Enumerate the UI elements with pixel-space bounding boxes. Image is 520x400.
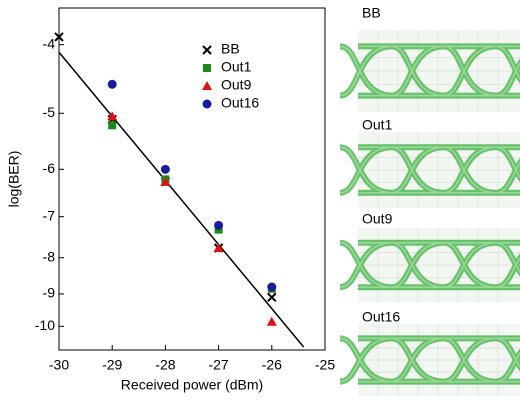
marker-square [203,64,211,72]
legend-label: Out16 [221,95,259,111]
x-tick-label: -28 [155,357,175,373]
y-tick-label: -5 [43,104,56,120]
x-tick-label: -26 [262,357,282,373]
legend-label: BB [221,41,240,57]
marker-square [108,121,116,129]
eye-label: Out1 [362,117,393,133]
marker-triangle [202,81,212,90]
marker-x [268,293,276,301]
marker-circle [108,80,117,89]
eye-label: BB [362,5,381,21]
eye-label: Out16 [362,309,400,325]
eye-diagram [340,228,520,302]
marker-circle [267,283,276,292]
marker-circle [161,165,170,174]
x-tick-label: -30 [49,357,69,373]
eye-diagram [340,324,520,396]
eye-label: Out9 [362,211,393,227]
x-tick-label: -29 [102,357,122,373]
y-tick-label: -6 [43,160,56,176]
legend-label: Out9 [221,77,252,93]
eye-diagram [340,30,520,112]
y-axis-label: log(BER) [6,151,22,208]
y-tick-label: -4 [43,35,56,51]
legend-label: Out1 [221,59,252,75]
eye-diagram [340,132,520,208]
x-tick-label: -25 [315,357,335,373]
y-tick-label: -9 [43,285,56,301]
y-tick-label: -7 [43,207,56,223]
marker-x [203,46,211,54]
plot-frame [59,8,325,350]
figure: log(BER) Received power (dBm) -30 -29 -28 -… [0,0,520,400]
y-tick-label: -10 [35,317,55,333]
fit-line [59,52,304,347]
marker-triangle [267,317,277,326]
x-axis-label: Received power (dBm) [121,377,263,393]
x-tick-label: -27 [208,357,228,373]
marker-circle [203,100,212,109]
y-tick-label: -8 [43,248,56,264]
marker-circle [214,221,223,230]
